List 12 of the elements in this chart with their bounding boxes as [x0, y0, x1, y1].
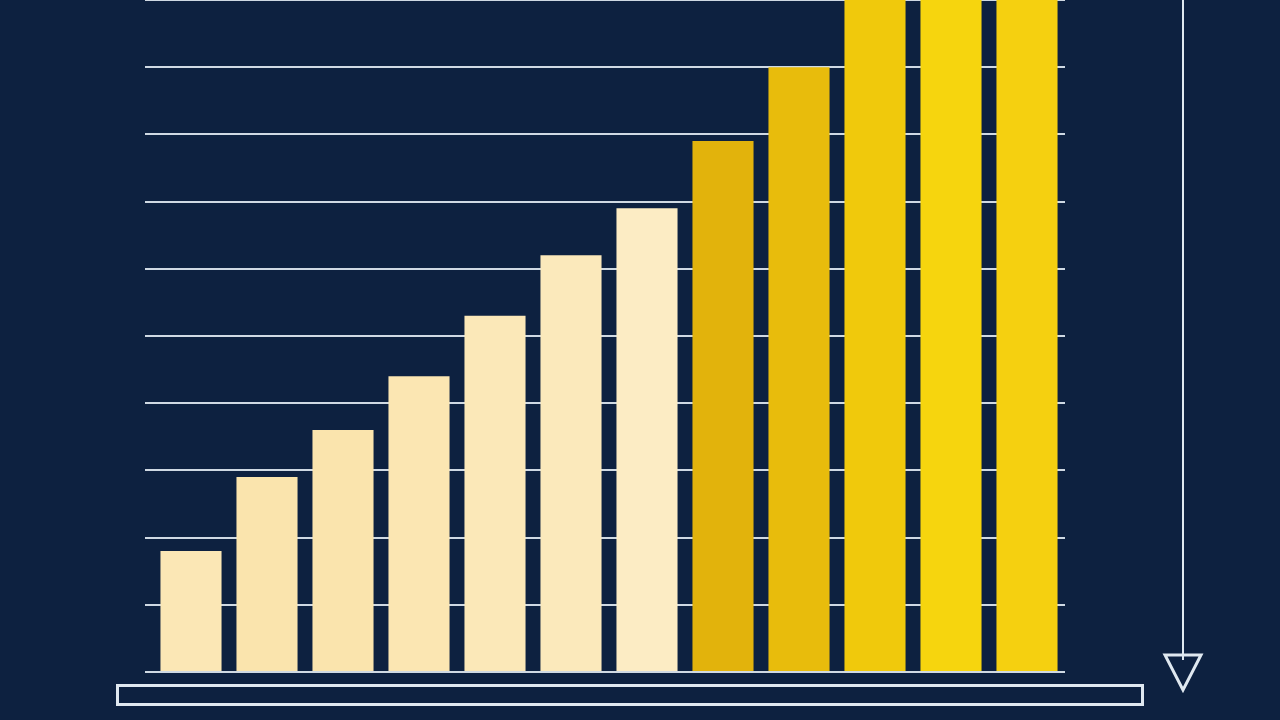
bar: [768, 67, 830, 671]
bar: [692, 141, 754, 671]
bar: [920, 0, 982, 671]
bar: [844, 0, 906, 671]
bar: [616, 208, 678, 671]
bar: [312, 430, 374, 671]
bar: [388, 376, 450, 671]
bar: [236, 477, 298, 671]
bar: [160, 551, 222, 671]
bar: [540, 255, 602, 671]
bar: [464, 315, 526, 671]
bar: [996, 0, 1058, 671]
